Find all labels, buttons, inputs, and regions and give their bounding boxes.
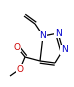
Text: O: O [17, 64, 24, 74]
Text: O: O [13, 43, 20, 52]
Text: N: N [40, 31, 46, 41]
Text: N: N [61, 46, 67, 54]
Text: N: N [55, 29, 61, 37]
